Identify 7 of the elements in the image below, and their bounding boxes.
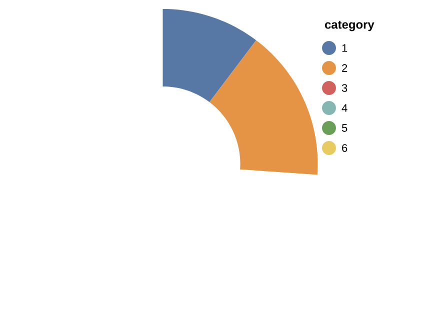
legend-label: 5 <box>342 124 348 132</box>
legend-title: category <box>324 20 374 32</box>
legend-label: 1 <box>342 44 348 52</box>
legend-label: 2 <box>342 64 348 72</box>
legend-label: 6 <box>342 144 348 152</box>
legend-label: 3 <box>342 84 348 92</box>
legend-label: 4 <box>342 104 348 112</box>
